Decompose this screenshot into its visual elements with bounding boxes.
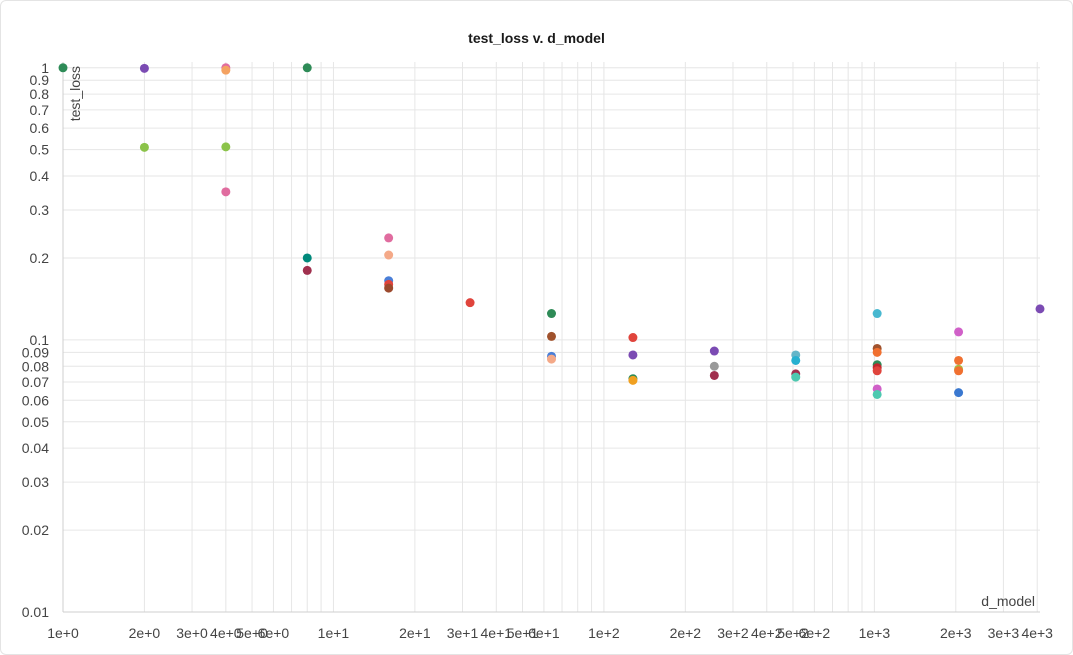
data-point[interactable] [628, 333, 638, 343]
data-point[interactable] [547, 354, 556, 364]
y-tick-label: 0.08 [22, 358, 49, 374]
data-point[interactable] [139, 63, 149, 73]
y-tick-label: 0.9 [30, 72, 50, 88]
x-tick-label: 1e+3 [859, 625, 891, 641]
data-point[interactable] [709, 361, 719, 371]
y-tick-label: 1 [41, 60, 49, 76]
data-point[interactable] [872, 389, 882, 399]
y-tick-label: 0.7 [30, 102, 50, 118]
x-tick-label: 3e+1 [447, 625, 479, 641]
y-tick-label: 0.05 [22, 414, 49, 430]
y-axis-label: test_loss [67, 66, 83, 121]
data-points[interactable] [58, 63, 1045, 399]
data-point[interactable] [709, 370, 719, 380]
data-point[interactable] [302, 253, 312, 263]
data-point[interactable] [628, 375, 638, 385]
data-point[interactable] [954, 388, 964, 398]
x-tick-label: 1e+0 [47, 625, 79, 641]
x-tick-label: 4e+1 [481, 625, 513, 641]
y-tick-label: 0.07 [22, 374, 49, 390]
x-tick-label: 1e+1 [318, 625, 350, 641]
data-point[interactable] [872, 347, 882, 357]
data-point[interactable] [139, 142, 149, 152]
x-tick-label: 5e+1 [507, 625, 539, 641]
y-tick-label: 0.04 [22, 440, 49, 456]
y-tick-label: 0.1 [30, 332, 50, 348]
x-tick-label: 3e+2 [717, 625, 749, 641]
x-tick-label: 6e+1 [528, 625, 560, 641]
data-point[interactable] [791, 355, 801, 365]
y-tick-label: 0.01 [22, 604, 49, 620]
y-tick-label: 0.5 [30, 142, 50, 158]
x-tick-label: 3e+0 [176, 625, 208, 641]
x-tick-label: 2e+3 [940, 625, 972, 641]
data-point[interactable] [872, 309, 882, 319]
x-tick-label: 6e+2 [799, 625, 831, 641]
data-point[interactable] [384, 233, 394, 243]
y-tick-label: 0.09 [22, 344, 49, 360]
x-tick-label: 4e+0 [210, 625, 242, 641]
data-point[interactable] [302, 265, 312, 275]
x-tick-labels: 1e+0 2e+0 3e+0 4e+05e+06e+0 1e+1 2e+1 3e+1 4e+1… [47, 625, 1053, 641]
data-point[interactable] [628, 350, 638, 360]
x-tick-label: 2e+0 [129, 625, 161, 641]
data-point[interactable] [791, 372, 801, 382]
y-tick-label: 0.02 [22, 522, 49, 538]
y-tick-label: 0.8 [30, 86, 50, 102]
data-point[interactable] [954, 327, 964, 337]
x-tick-label: 4e+2 [751, 625, 783, 641]
axes [62, 62, 1040, 613]
y-tick-label: 0.06 [22, 392, 49, 408]
data-point[interactable] [709, 346, 719, 356]
data-point[interactable] [221, 187, 231, 197]
x-tick-label: 1e+2 [588, 625, 620, 641]
y-tick-label: 0.6 [30, 120, 50, 136]
grid-lines [62, 62, 1040, 613]
y-tick-label: 0.03 [22, 474, 49, 490]
x-tick-label: 5e+2 [777, 625, 809, 641]
data-point[interactable] [58, 63, 68, 73]
data-point[interactable] [547, 309, 556, 319]
x-tick-label: 2e+2 [670, 625, 702, 641]
data-point[interactable] [954, 355, 964, 365]
data-point[interactable] [954, 366, 964, 376]
data-point[interactable] [302, 63, 312, 73]
x-tick-label: 6e+0 [258, 625, 290, 641]
x-tick-label: 2e+1 [399, 625, 431, 641]
x-axis-label: d_model [981, 593, 1035, 609]
data-point[interactable] [465, 298, 475, 308]
x-tick-label: 4e+3 [1021, 625, 1053, 641]
y-tick-labels: 10.90.80.7 0.6 0.5 0.4 0.3 0.2 0.10.090.080.07… [22, 60, 49, 620]
data-point[interactable] [547, 331, 556, 341]
y-tick-label: 0.2 [30, 250, 50, 266]
x-tick-label: 3e+3 [988, 625, 1020, 641]
x-tick-label: 5e+0 [236, 625, 268, 641]
chart-title: test_loss v. d_model [468, 30, 605, 46]
y-tick-label: 0.4 [30, 168, 50, 184]
data-point[interactable] [872, 366, 882, 376]
data-point[interactable] [1035, 304, 1045, 314]
data-point[interactable] [221, 65, 231, 75]
data-point[interactable] [221, 142, 231, 152]
data-point[interactable] [384, 250, 394, 260]
y-tick-label: 0.3 [30, 202, 50, 218]
data-point[interactable] [384, 283, 394, 293]
